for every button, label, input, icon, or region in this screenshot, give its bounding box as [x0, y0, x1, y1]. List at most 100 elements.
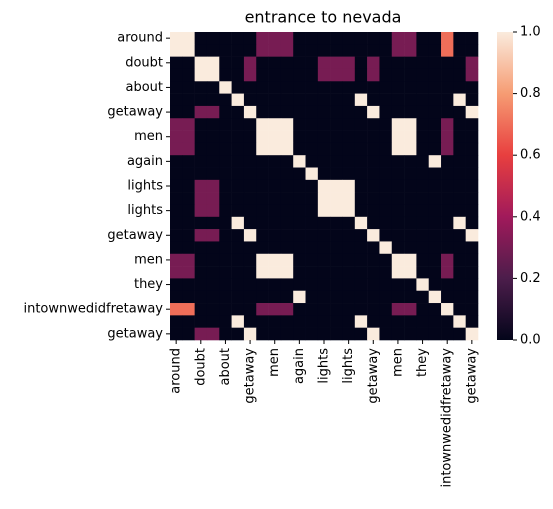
heatmap-cell — [330, 241, 343, 255]
heatmap-cell — [416, 216, 430, 230]
heatmap-cell — [404, 81, 417, 94]
heatmap-cell — [330, 44, 343, 57]
heatmap-cell — [428, 44, 442, 57]
heatmap-cell — [379, 216, 393, 230]
heatmap-cell — [354, 179, 368, 193]
heatmap-cell — [182, 93, 195, 107]
heatmap-cell — [354, 68, 368, 82]
heatmap-cell — [441, 253, 454, 267]
heatmap-cell — [428, 105, 442, 119]
colorbar-tick-label: 0.0 — [520, 333, 541, 348]
heatmap-cell — [416, 105, 430, 119]
heatmap-cell — [428, 327, 442, 341]
heatmap-cell — [416, 290, 430, 304]
heatmap-cell — [391, 105, 405, 119]
heatmap-cell — [379, 44, 393, 57]
heatmap-cell — [243, 118, 257, 131]
heatmap-cell — [391, 68, 405, 82]
heatmap-cell — [465, 56, 479, 70]
heatmap-cell — [404, 253, 417, 267]
heatmap-cell — [206, 253, 220, 267]
x-tick-label: men — [390, 348, 405, 377]
heatmap-cell — [391, 56, 405, 70]
heatmap-cell — [305, 155, 319, 168]
heatmap-cell — [206, 229, 220, 242]
y-tick-label: about — [125, 80, 163, 95]
heatmap-cell — [416, 179, 430, 193]
heatmap-cell — [428, 192, 442, 205]
heatmap-cell — [391, 32, 405, 45]
heatmap-cell — [404, 167, 417, 181]
heatmap-cell — [268, 167, 282, 181]
heatmap-cell — [243, 155, 257, 168]
heatmap-cell — [379, 253, 393, 267]
heatmap-cell — [391, 327, 405, 341]
heatmap-cell — [379, 204, 393, 218]
heatmap-cell — [219, 216, 232, 230]
heatmap-cell — [391, 278, 405, 292]
heatmap-cell — [453, 130, 466, 144]
heatmap-cell — [330, 216, 343, 230]
heatmap-cell — [367, 68, 380, 82]
heatmap-cell — [428, 93, 442, 107]
heatmap-cell — [379, 142, 393, 156]
heatmap-cell — [367, 32, 380, 45]
heatmap-cell — [453, 192, 466, 205]
heatmap-cell — [280, 32, 294, 45]
heatmap-cell — [219, 130, 232, 144]
heatmap-cell — [416, 204, 430, 218]
heatmap-cell — [342, 130, 356, 144]
heatmap-cell — [453, 241, 466, 255]
y-tick-label: men — [134, 129, 163, 144]
heatmap-cell — [182, 68, 195, 82]
heatmap-cell — [354, 130, 368, 144]
y-tick-label: getaway — [107, 326, 163, 341]
heatmap-cell — [231, 105, 245, 119]
heatmap-cell — [330, 290, 343, 304]
heatmap-cell — [170, 278, 183, 292]
heatmap-cell — [194, 118, 208, 131]
heatmap-cell — [194, 93, 208, 107]
heatmap-cell — [453, 179, 466, 193]
x-tick-label: getaway — [243, 348, 258, 404]
x-tick-label: intownwedidfretaway — [440, 348, 455, 488]
heatmap-cell — [330, 130, 343, 144]
heatmap-cell — [170, 81, 183, 94]
heatmap-cell — [280, 192, 294, 205]
heatmap-cell — [280, 68, 294, 82]
heatmap-cell — [367, 105, 380, 119]
heatmap-cell — [280, 179, 294, 193]
heatmap-cell — [256, 155, 269, 168]
heatmap-cell — [465, 192, 479, 205]
heatmap-cell — [194, 229, 208, 242]
heatmap-cell — [317, 32, 331, 45]
heatmap-cell — [280, 93, 294, 107]
heatmap-cell — [453, 142, 466, 156]
heatmap-cell — [268, 216, 282, 230]
heatmap-cell — [268, 68, 282, 82]
heatmap-cell — [379, 68, 393, 82]
heatmap-cell — [268, 192, 282, 205]
heatmap-cell — [206, 241, 220, 255]
heatmap-cell — [231, 216, 245, 230]
heatmap-cell — [342, 118, 356, 131]
heatmap-cell — [330, 32, 343, 45]
heatmap-cell — [206, 142, 220, 156]
heatmap-cell — [465, 105, 479, 119]
heatmap-cell — [354, 204, 368, 218]
heatmap-cell — [170, 192, 183, 205]
heatmap-cell — [243, 253, 257, 267]
heatmap-cell — [268, 253, 282, 267]
heatmap-cell — [441, 155, 454, 168]
heatmap-cell — [367, 266, 380, 279]
heatmap-cell — [305, 118, 319, 131]
heatmap-cell — [465, 315, 479, 328]
heatmap-cell — [293, 32, 306, 45]
heatmap-cell — [367, 327, 380, 341]
heatmap-cell — [317, 179, 331, 193]
heatmap-cell — [305, 315, 319, 328]
heatmap-cell — [428, 278, 442, 292]
heatmap-cell — [280, 315, 294, 328]
heatmap-cell — [280, 142, 294, 156]
heatmap-cell — [243, 192, 257, 205]
